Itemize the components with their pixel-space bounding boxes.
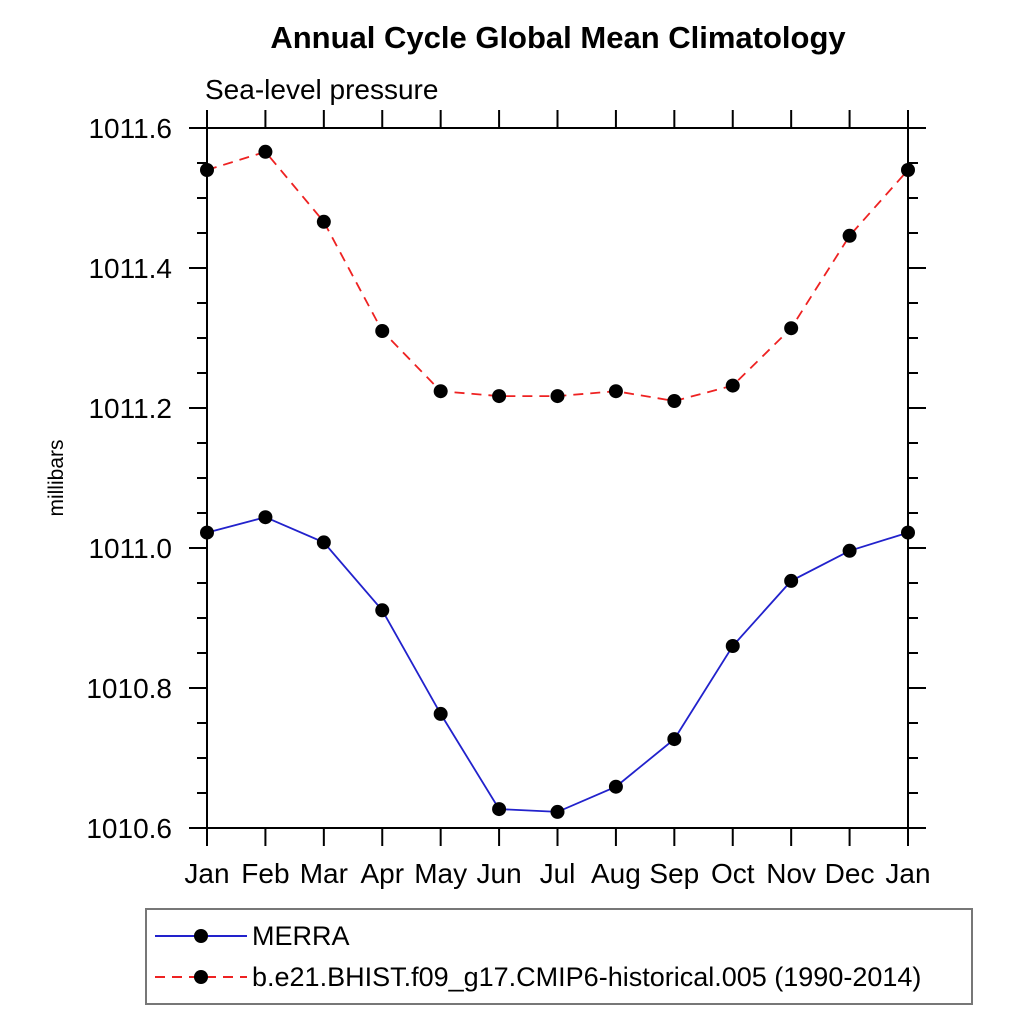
plot-frame	[206, 127, 909, 829]
x-tick-label: Jul	[540, 858, 576, 889]
x-tick-label: Nov	[766, 858, 816, 889]
y-tick-label: 1011.6	[88, 113, 172, 144]
data-point-marker	[667, 394, 682, 408]
chart-title: Annual Cycle Global Mean Climatology	[270, 20, 846, 55]
legend: MERRA b.e21.BHIST.f09_g17.CMIP6-historic…	[145, 908, 973, 1005]
y-tick-label: 1011.4	[88, 253, 172, 284]
data-point-marker	[200, 525, 214, 540]
y-axis-label: millibars	[45, 439, 68, 516]
data-point-marker	[842, 543, 857, 558]
y-tick-label: 1010.6	[86, 813, 172, 844]
data-point-marker	[550, 804, 565, 819]
data-point-marker	[784, 321, 799, 336]
data-point-marker	[375, 603, 390, 618]
merra-line	[206, 516, 909, 813]
data-point-marker	[784, 573, 799, 588]
legend-label-merra: MERRA	[252, 920, 350, 951]
data-point-marker	[258, 510, 273, 525]
data-point-marker	[258, 144, 273, 159]
data-point-marker	[725, 378, 740, 393]
data-point-marker	[433, 706, 448, 721]
data-point-marker	[842, 228, 857, 243]
model-line	[206, 150, 909, 402]
x-tick-label: Mar	[300, 858, 348, 889]
x-tick-label: Jan	[885, 858, 930, 889]
data-point-marker	[200, 163, 214, 177]
chart-subtitle: Sea-level pressure	[205, 74, 439, 105]
data-point-marker	[901, 163, 915, 177]
data-point-marker	[375, 324, 390, 338]
x-tick-label: Oct	[711, 858, 755, 889]
x-tick-label: Dec	[825, 858, 875, 889]
data-point-marker	[316, 535, 331, 550]
data-point-marker	[667, 732, 682, 747]
x-tick-label: Aug	[591, 858, 641, 889]
model-dashed-line-sample-icon	[155, 970, 247, 984]
data-point-marker	[316, 214, 331, 229]
y-tick-label: 1010.8	[86, 673, 172, 704]
data-point-marker	[608, 384, 623, 399]
data-point-marker	[492, 389, 507, 404]
y-tick-label: 1011.0	[88, 533, 172, 564]
data-point-marker	[492, 802, 507, 817]
x-tick-label: Feb	[241, 858, 289, 889]
data-point-marker	[901, 525, 915, 540]
data-point-marker	[608, 779, 623, 794]
data-point-marker	[433, 384, 448, 399]
x-tick-label: Jan	[184, 858, 229, 889]
data-point-marker	[725, 639, 740, 653]
data-point-marker	[550, 389, 565, 404]
x-tick-label: Sep	[649, 858, 699, 889]
legend-row-model: b.e21.BHIST.f09_g17.CMIP6-historical.005…	[152, 957, 971, 998]
legend-row-merra: MERRA	[152, 916, 971, 957]
merra-line-sample-icon	[155, 929, 247, 943]
x-tick-label: Apr	[360, 858, 404, 889]
x-tick-label: May	[414, 858, 467, 889]
x-tick-label: Jun	[477, 858, 522, 889]
legend-label-model: b.e21.BHIST.f09_g17.CMIP6-historical.005…	[252, 961, 922, 992]
y-tick-label: 1011.2	[88, 393, 172, 424]
